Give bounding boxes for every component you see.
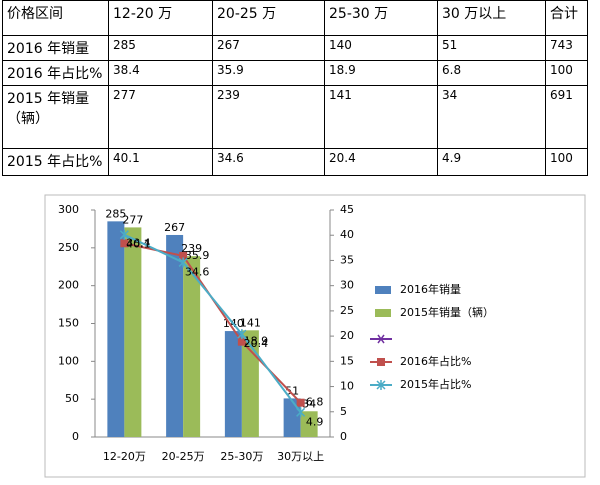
data-label: 6.8 [306, 396, 324, 409]
table-cell: 51 [437, 35, 546, 61]
table-cell: 100 [545, 148, 588, 176]
y2-tick-label: 25 [340, 304, 354, 317]
data-label: 4.9 [306, 415, 324, 428]
table-cell: 2016 年销量 [2, 35, 109, 61]
legend-marker [377, 358, 385, 366]
y-tick-label: 0 [72, 430, 79, 443]
x-tick-label: 12-20万 [103, 450, 146, 463]
legend-label: 2016年销量 [400, 282, 461, 296]
table-row: 价格区间 12-20 万 20-25 万 25-30 万 30 万以上 合计 [2, 0, 588, 36]
table-cell: 35.9 [212, 60, 325, 86]
header-cell: 25-30 万 [324, 0, 438, 36]
data-label: 34.6 [185, 265, 210, 278]
table-cell: 285 [108, 35, 213, 61]
data-label: 51 [285, 384, 299, 397]
bar [183, 256, 201, 437]
x-tick-label: 30万以上 [277, 450, 324, 463]
line-marker [119, 229, 129, 240]
y2-tick-label: 35 [340, 253, 354, 266]
data-label: 267 [164, 221, 185, 234]
table-cell: 34.6 [212, 148, 325, 176]
chart-frame [44, 194, 586, 478]
table-row: 2015 年销量（辆） 277 239 141 34 691 [2, 85, 588, 149]
table-cell: 141 [324, 85, 438, 149]
x-tick-label: 20-25万 [162, 450, 205, 463]
table-cell: 40.1 [108, 148, 213, 176]
data-label: 40.1 [126, 238, 151, 251]
legend-marker [376, 380, 386, 390]
table-row: 2016 年销量 285 267 140 51 743 [2, 35, 588, 61]
legend-swatch [375, 286, 391, 294]
data-label: 20.4 [244, 337, 269, 350]
y2-tick-label: 20 [340, 329, 354, 342]
data-label: 141 [240, 316, 261, 329]
y2-tick-label: 40 [340, 228, 354, 241]
bar [166, 234, 184, 437]
y-tick-label: 100 [58, 354, 79, 367]
bar [224, 331, 242, 437]
line-marker [296, 407, 306, 418]
table-cell: 267 [212, 35, 325, 61]
table-cell: 38.4 [108, 60, 213, 86]
bar [300, 411, 318, 437]
data-label: 35.9 [185, 249, 210, 262]
header-cell: 12-20 万 [108, 0, 213, 36]
line-marker [237, 329, 247, 340]
y-tick-label: 250 [58, 241, 79, 254]
y2-tick-label: 15 [340, 354, 354, 367]
y-tick-label: 200 [58, 279, 79, 292]
table-cell: 4.9 [437, 148, 546, 176]
table-cell: 2015 年占比% [2, 148, 109, 176]
table-cell: 277 [108, 85, 213, 149]
bar [107, 221, 125, 437]
data-table: 价格区间 12-20 万 20-25 万 25-30 万 30 万以上 合计 2016 年销… [2, 0, 588, 176]
legend-label: 2015年销量（辆） [400, 305, 494, 319]
line [124, 242, 302, 404]
legend-blank-marker [370, 334, 392, 344]
header-cell: 价格区间 [2, 0, 109, 36]
data-label: 38.4 [126, 236, 151, 249]
data-label: 34 [302, 397, 316, 410]
table-cell: 140 [324, 35, 438, 61]
header-cell: 合计 [545, 0, 588, 36]
y2-tick-label: 0 [340, 430, 347, 443]
y2-tick-label: 10 [340, 380, 354, 393]
line-marker [179, 251, 188, 260]
line [123, 233, 302, 413]
table-cell: 743 [545, 35, 588, 61]
x-tick-label: 25-30万 [220, 450, 263, 463]
data-label: 285 [105, 207, 126, 220]
line-marker [237, 337, 246, 346]
data-label: 277 [122, 213, 143, 226]
table-row: 2016 年占比% 38.4 35.9 18.9 6.8 100 [2, 60, 588, 86]
y2-tick-label: 5 [340, 405, 347, 418]
table-cell: 18.9 [324, 60, 438, 86]
table-cell: 20.4 [324, 148, 438, 176]
table-row: 2015 年占比% 40.1 34.6 20.4 4.9 100 [2, 148, 588, 176]
line-marker [296, 398, 305, 407]
y2-tick-label: 45 [340, 203, 354, 216]
y2-tick-label: 30 [340, 279, 354, 292]
line-marker [178, 257, 188, 268]
legend-swatch [375, 309, 391, 317]
y-tick-label: 150 [58, 317, 79, 330]
y-tick-label: 50 [65, 392, 79, 405]
legend-label: 2016年占比% [400, 354, 471, 368]
table-cell: 6.8 [437, 60, 546, 86]
line-marker [120, 239, 129, 248]
legend-label: 2015年占比% [400, 377, 471, 391]
bar [241, 330, 259, 437]
table-cell: 2016 年占比% [2, 60, 109, 86]
bar [124, 227, 142, 437]
y-tick-label: 300 [58, 203, 79, 216]
